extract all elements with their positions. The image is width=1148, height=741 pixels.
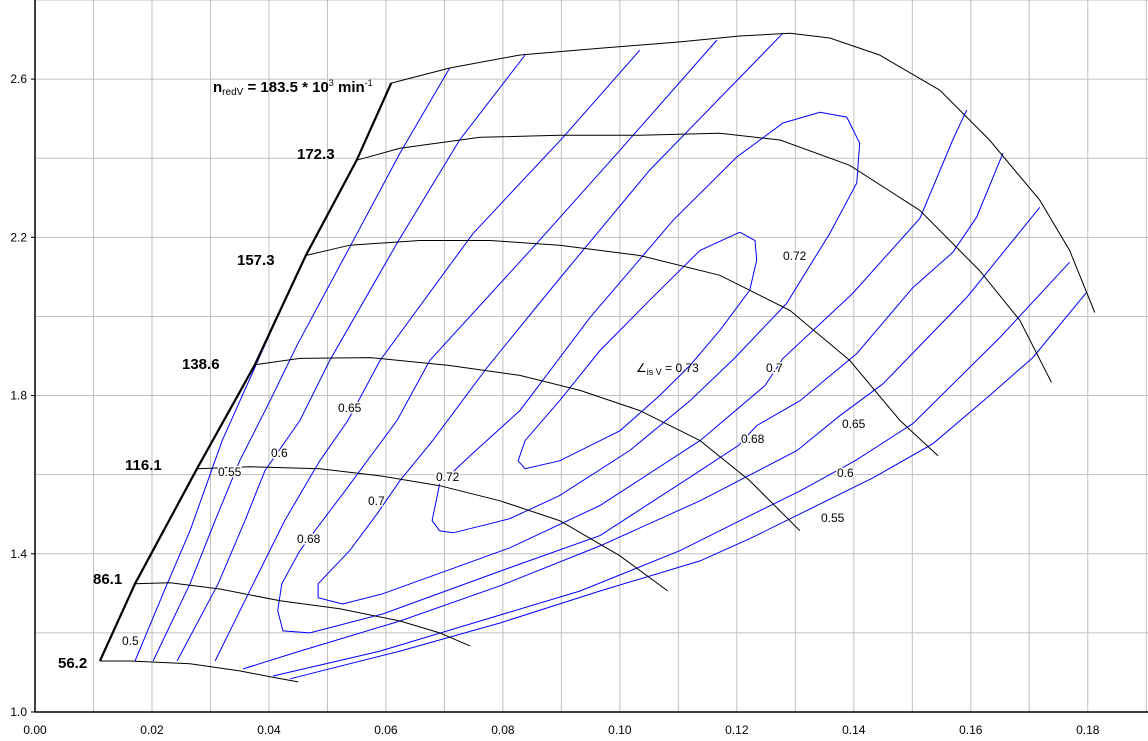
x-tick-label: 0.02 <box>140 723 164 737</box>
efficiency-label: 0.55 <box>218 465 242 479</box>
speed-line-56.2 <box>99 660 299 683</box>
efficiency-label: 0.72 <box>436 470 460 484</box>
efficiency-label: 0.72 <box>783 249 807 263</box>
speed-exponent: 3 <box>329 78 334 88</box>
x-tick-label: 0.04 <box>257 723 281 737</box>
axes <box>31 0 1148 713</box>
efficiency-contour-0.6 <box>176 54 526 662</box>
speed-labels: 56.2 86.1 116.1 138.6 157.3 172.3 nredV … <box>58 78 373 672</box>
x-tick-label: 0.08 <box>491 723 515 737</box>
speed-line-183.5 <box>391 32 1096 313</box>
speed-label: 116.1 <box>125 457 162 474</box>
y-tick-label: 1.0 <box>10 705 27 719</box>
speed-subscript: redV <box>222 87 243 98</box>
efficiency-label: 0.6 <box>837 466 854 480</box>
efficiency-label: 0.6 <box>271 446 288 460</box>
x-tick-label: 0.18 <box>1076 723 1100 737</box>
x-tick-label: 0.10 <box>608 723 632 737</box>
speed-label: 138.6 <box>182 356 220 373</box>
efficiency-label: 0.68 <box>297 532 321 546</box>
efficiency-labels: 0.5 0.55 0.6 0.65 0.68 0.7 0.72 0.72 0.7… <box>121 248 868 650</box>
efficiency-contour-0.65 <box>243 206 1041 670</box>
efficiency-contour-0.55 <box>152 67 451 662</box>
speed-value: = 183.5 * 10 <box>243 79 329 96</box>
speed-line-86.1 <box>134 582 471 647</box>
y-tick-label: 1.4 <box>10 547 27 561</box>
y-axis-ticks: 1.0 1.4 1.8 2.2 2.6 <box>10 72 27 719</box>
speed-unit: min <box>334 79 365 96</box>
efficiency-label: 0.7 <box>368 494 385 508</box>
y-tick-label: 1.8 <box>10 389 27 403</box>
speed-label: 56.2 <box>58 655 87 672</box>
efficiency-label: 0.5 <box>122 634 139 648</box>
efficiency-peak-label: ∠is V = 0.73 <box>636 361 699 377</box>
x-tick-label: 0.06 <box>374 723 398 737</box>
x-tick-label: 0.16 <box>959 723 983 737</box>
efficiency-symbol: ∠ <box>636 361 647 375</box>
speed-label: 157.3 <box>237 252 275 269</box>
efficiency-contour-0.65 <box>214 49 641 662</box>
surge-line <box>98 82 393 662</box>
speed-label: 86.1 <box>93 571 122 588</box>
efficiency-peak-value: = 0.73 <box>662 361 699 375</box>
x-tick-label: 0.12 <box>725 723 749 737</box>
speed-lines <box>98 32 1096 683</box>
efficiency-subscript: is V <box>647 367 662 377</box>
speed-line-157.3 <box>305 240 939 457</box>
speed-line-116.1 <box>196 466 669 592</box>
efficiency-contour-0.73 <box>517 231 758 470</box>
speed-symbol: n <box>213 79 222 96</box>
x-tick-label: 0.14 <box>842 723 866 737</box>
efficiency-contours <box>134 32 1087 680</box>
speed-line-138.6 <box>254 357 801 532</box>
efficiency-contour-0.72 <box>431 111 861 534</box>
y-tick-label: 2.2 <box>10 230 27 244</box>
efficiency-contour-0.7 <box>317 32 968 605</box>
speed-label: 172.3 <box>297 146 335 163</box>
speed-unit-exponent: -1 <box>365 78 373 88</box>
y-tick-label: 2.6 <box>10 72 27 86</box>
efficiency-contour-0.68 <box>277 39 1004 634</box>
efficiency-label: 0.65 <box>842 417 866 431</box>
x-tick-label: 0.00 <box>23 723 47 737</box>
efficiency-label: 0.68 <box>741 432 765 446</box>
x-axis-ticks: 0.00 0.02 0.04 0.06 0.08 0.10 0.12 0.14 … <box>23 723 1099 737</box>
speed-label-top: nredV = 183.5 * 103 min-1 <box>213 78 373 98</box>
efficiency-label: 0.7 <box>766 361 783 375</box>
efficiency-contour-0.6 <box>272 261 1070 677</box>
efficiency-label: 0.55 <box>821 511 845 525</box>
speed-line-172.3 <box>356 132 1052 383</box>
efficiency-contour-0.55 <box>289 291 1087 680</box>
efficiency-label: 0.65 <box>338 401 362 415</box>
